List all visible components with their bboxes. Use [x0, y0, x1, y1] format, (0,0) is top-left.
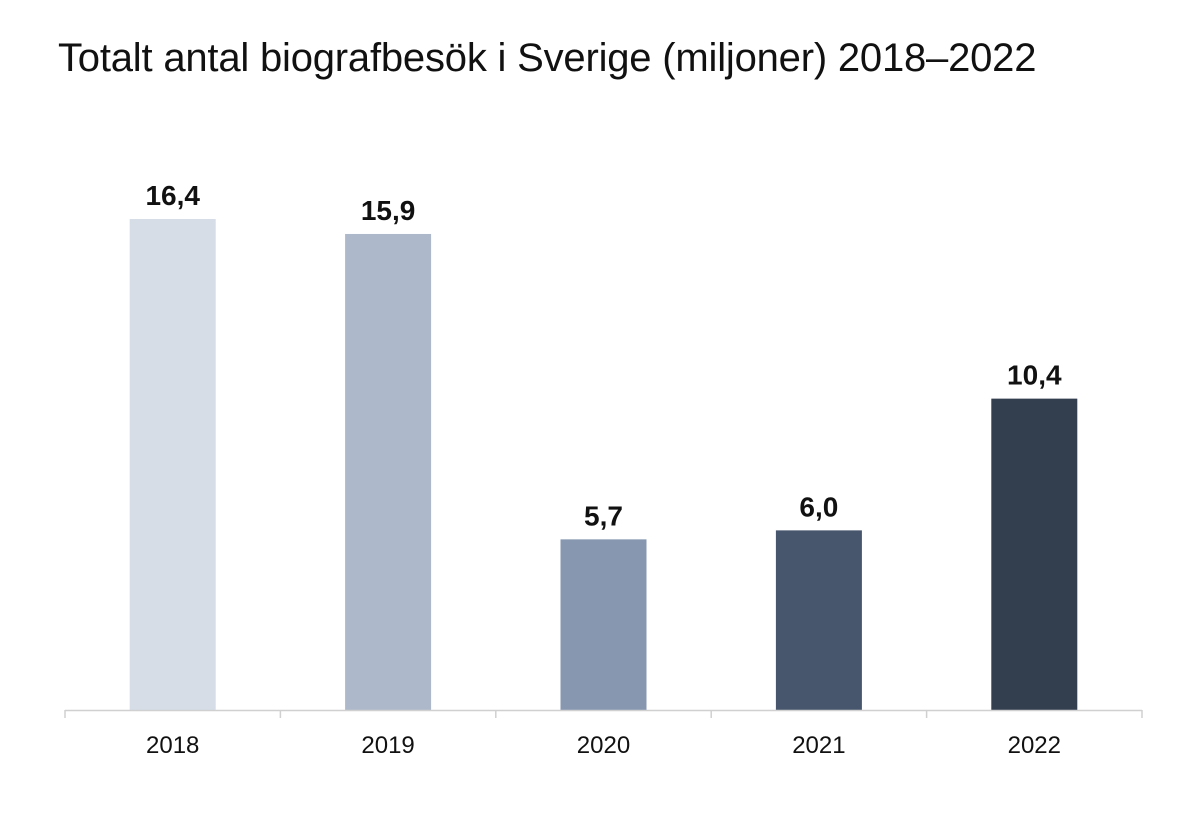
- bar-2018: [129, 219, 216, 710]
- x-tick-label-2018: 2018: [146, 732, 199, 759]
- value-label-2020: 5,7: [584, 500, 623, 531]
- bar-2022: [991, 398, 1078, 710]
- bar-2021: [775, 530, 862, 710]
- bars-group: [129, 219, 1078, 710]
- x-tick-label-2022: 2022: [1008, 732, 1061, 759]
- chart-title: Totalt antal biografbesök i Sverige (mil…: [58, 36, 1037, 80]
- x-tick-labels-group: 2018 2019 2020 2021 2022: [146, 732, 1061, 759]
- value-label-2019: 15,9: [361, 195, 416, 226]
- x-tick-label-2019: 2019: [361, 732, 414, 759]
- bar-2020: [560, 539, 647, 710]
- value-labels-group: 16,4 15,9 5,7 6,0 10,4: [145, 180, 1062, 531]
- x-tick-label-2021: 2021: [792, 732, 845, 759]
- bar-2019: [345, 233, 432, 710]
- value-label-2018: 16,4: [145, 180, 200, 211]
- value-label-2021: 6,0: [799, 491, 838, 522]
- x-axis: [64, 709, 1143, 718]
- value-label-2022: 10,4: [1007, 360, 1062, 391]
- x-tick-label-2020: 2020: [577, 732, 630, 759]
